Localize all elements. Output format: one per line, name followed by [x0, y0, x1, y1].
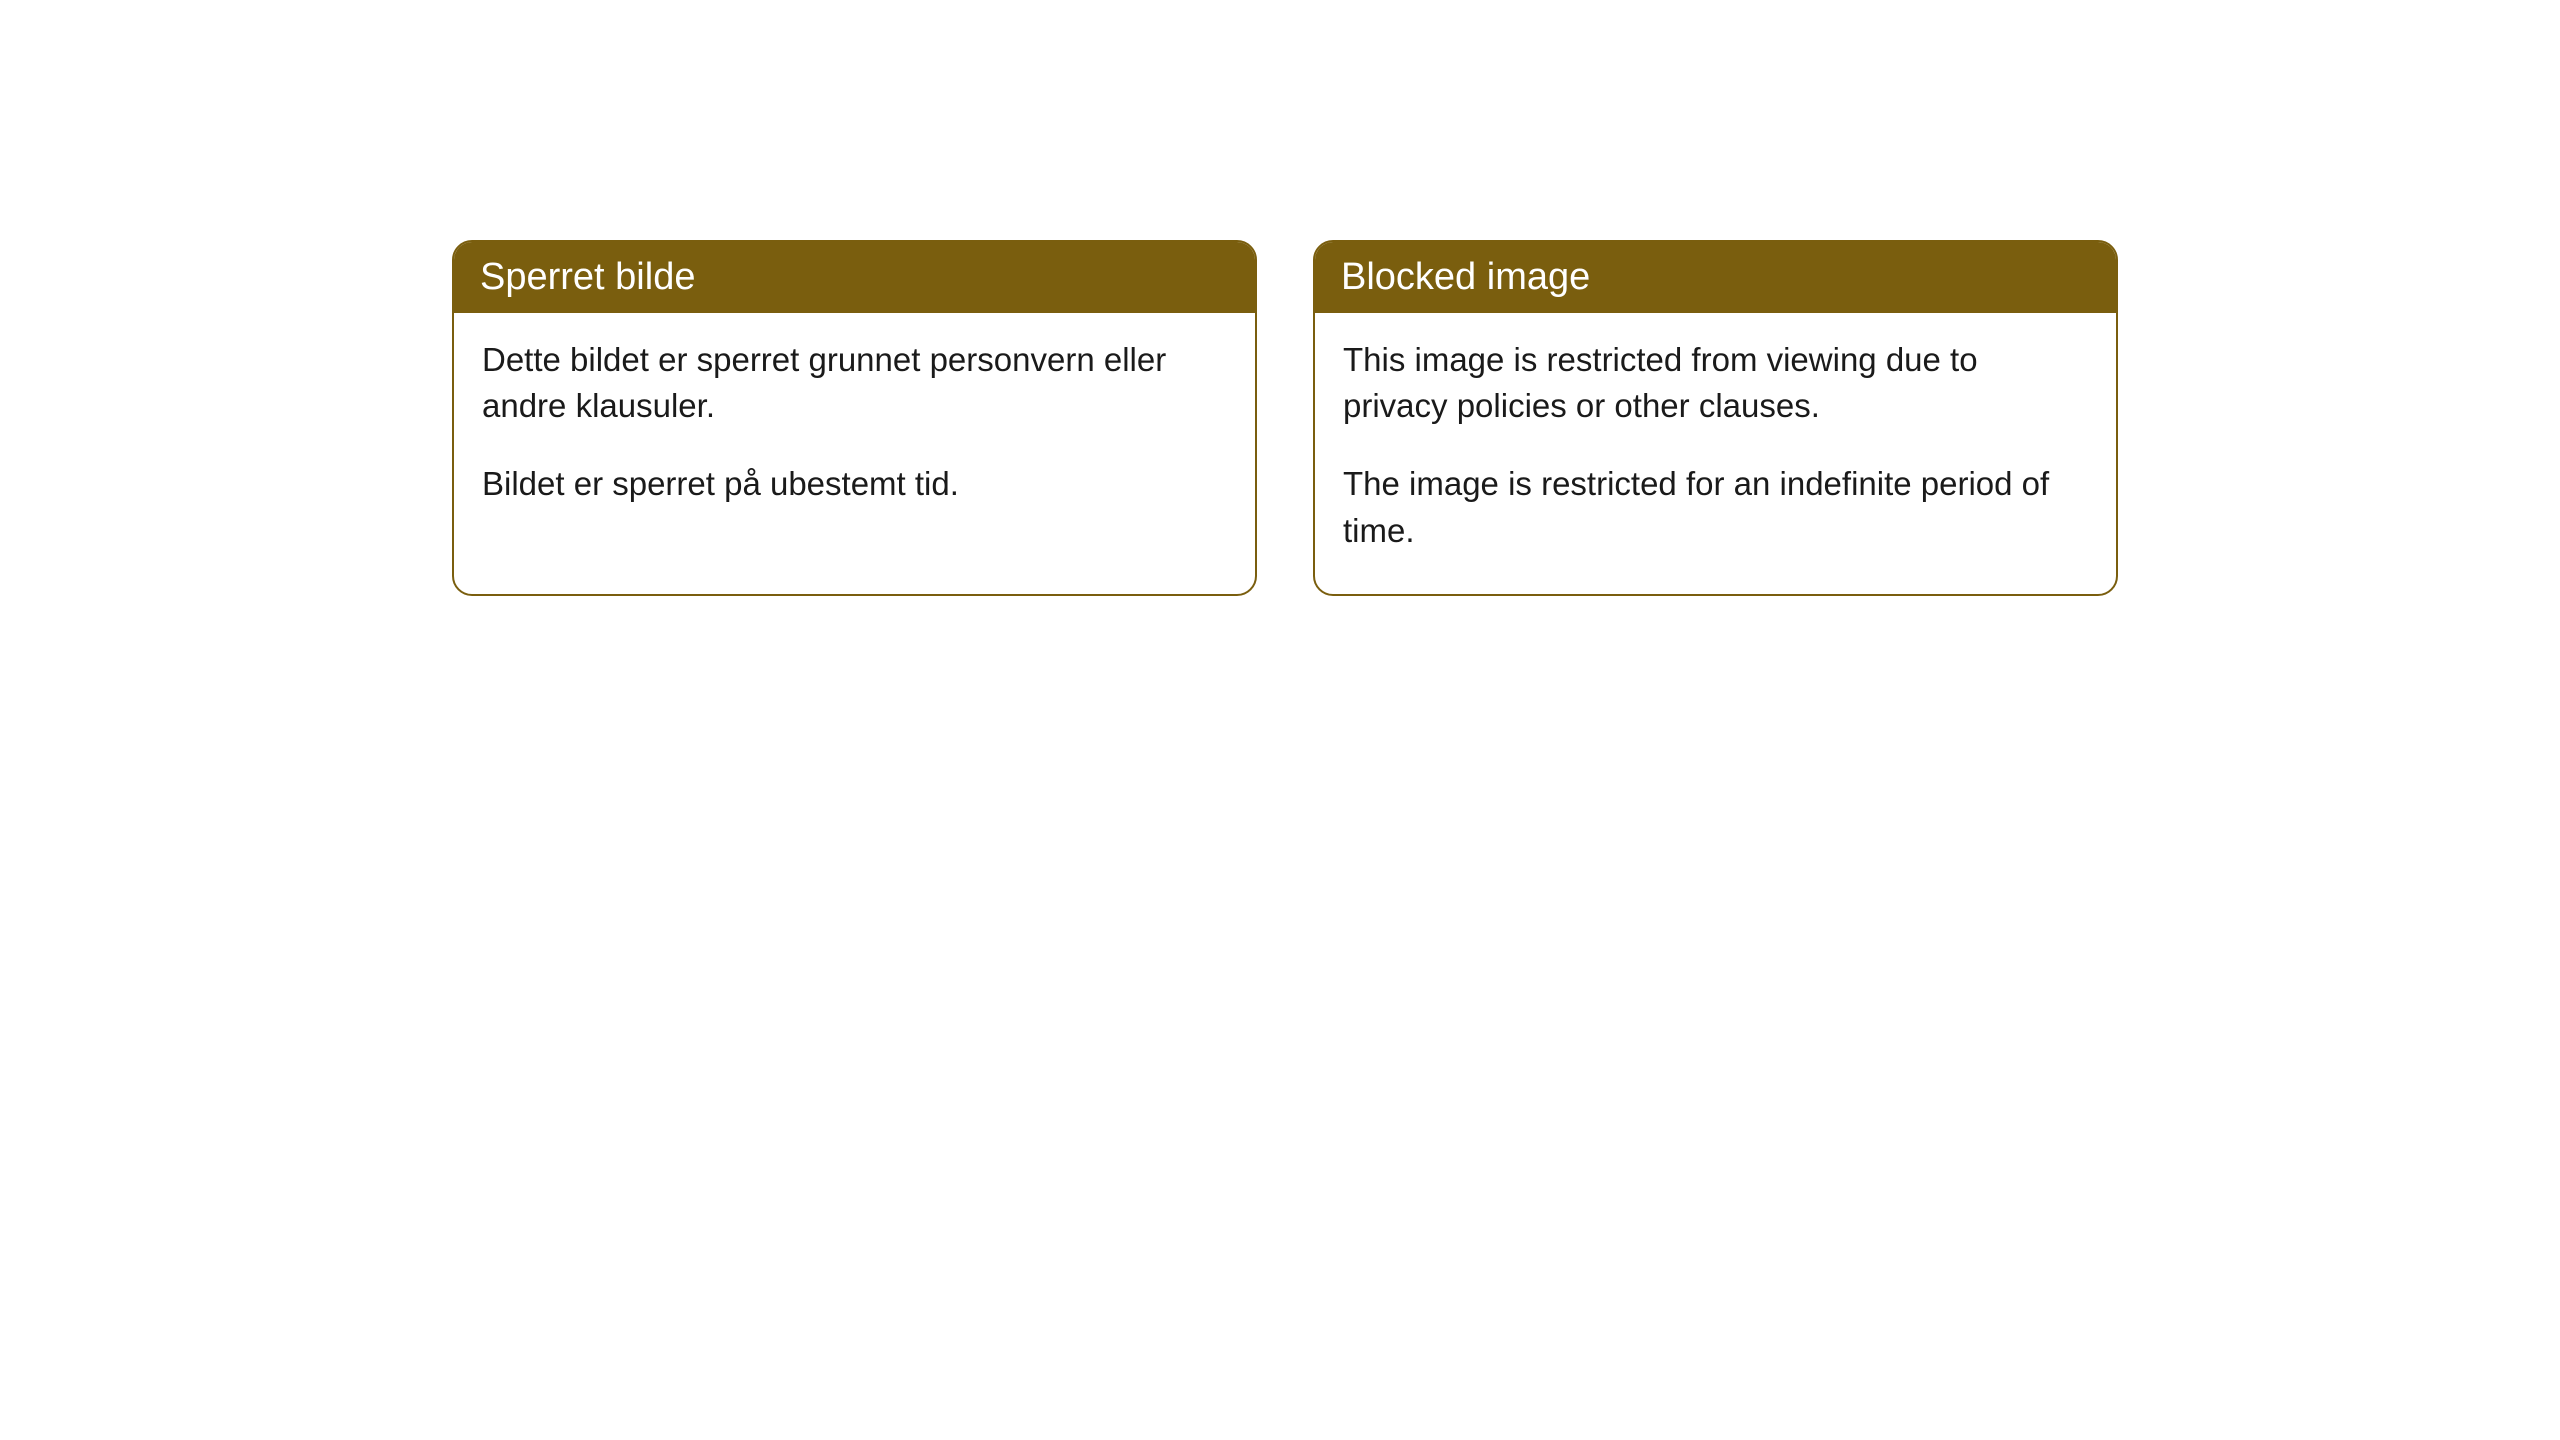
notice-container: Sperret bilde Dette bildet er sperret gr…: [0, 0, 2560, 596]
card-body-no: Dette bildet er sperret grunnet personve…: [454, 313, 1255, 548]
card-paragraph-no-2: Bildet er sperret på ubestemt tid.: [482, 461, 1227, 507]
blocked-image-card-en: Blocked image This image is restricted f…: [1313, 240, 2118, 596]
card-paragraph-no-1: Dette bildet er sperret grunnet personve…: [482, 337, 1227, 429]
blocked-image-card-no: Sperret bilde Dette bildet er sperret gr…: [452, 240, 1257, 596]
card-title-en: Blocked image: [1341, 256, 1590, 298]
card-paragraph-en-2: The image is restricted for an indefinit…: [1343, 461, 2088, 553]
card-paragraph-en-1: This image is restricted from viewing du…: [1343, 337, 2088, 429]
card-header-no: Sperret bilde: [454, 242, 1255, 313]
card-header-en: Blocked image: [1315, 242, 2116, 313]
card-body-en: This image is restricted from viewing du…: [1315, 313, 2116, 594]
card-title-no: Sperret bilde: [480, 256, 695, 298]
